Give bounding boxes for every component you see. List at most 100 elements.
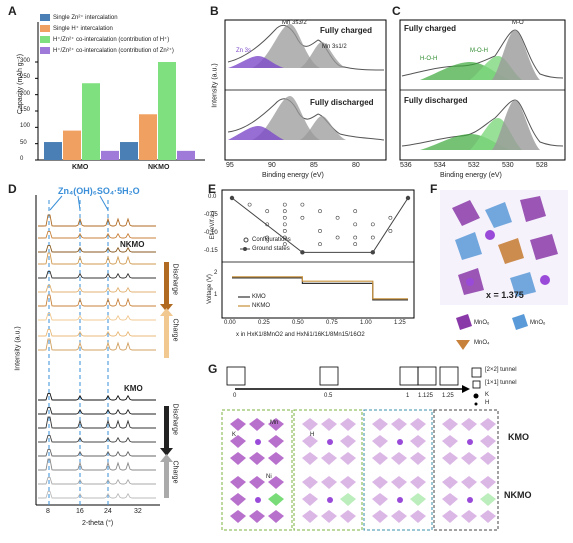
g-octahedron-3-0-02 <box>442 452 458 465</box>
d-trace-2 <box>38 244 156 253</box>
a-legend-2: H⁺/Zn²⁺ co-intercalation (contribution o… <box>53 37 170 43</box>
e-ytick-bottom-0: 2 <box>214 270 218 276</box>
b-top-label: Fully charged <box>320 26 373 35</box>
e-legend-ground-mark <box>243 247 247 251</box>
g-octahedron-2-1-10 <box>391 476 407 489</box>
e-ytick-top-0: 0.0 <box>208 194 217 200</box>
g-legend-2: K <box>485 392 490 398</box>
g-octahedron-0-0-20 <box>268 418 284 431</box>
d-compound: Zn₄(OH)₆SO₄·5H₂O <box>58 186 140 196</box>
g-octahedron-3-0-01 <box>442 435 458 448</box>
e-config-pt-5 <box>282 209 287 214</box>
c-xtick-4: 528 <box>536 162 548 169</box>
c-xlabel: Binding energy (eV) <box>440 172 502 179</box>
e-ground-states <box>229 195 411 255</box>
a-legend-3: H⁺/Zn²⁺ co-intercalation (contribution o… <box>53 48 174 54</box>
g-step-0: 0 <box>233 393 237 399</box>
g-octahedron-3-0-22 <box>480 452 496 465</box>
a-ytick-label-0: 0 <box>20 156 24 162</box>
d-traces <box>38 214 156 499</box>
g-octahedron-0-0-21 <box>268 435 284 448</box>
a-ytick-label-2: 100 <box>20 123 31 130</box>
e-config-pt-20 <box>353 235 358 240</box>
d-trace-0 <box>38 214 156 227</box>
e-config-pt-25 <box>388 229 393 233</box>
d-kmo: KMO <box>124 384 143 393</box>
d-nkmo: NKMO <box>120 240 145 249</box>
e-xtick-1: 0.25 <box>258 320 270 326</box>
e-xtick-4: 1.00 <box>360 320 372 326</box>
g-step-2: 1 <box>406 393 410 399</box>
d-xtick-1: 16 <box>76 508 84 515</box>
panel-letter-g: G <box>208 362 218 376</box>
f-legend-1: MnO₆ <box>530 320 546 326</box>
a-bars <box>44 62 195 160</box>
d-trace-15 <box>38 458 156 471</box>
panel-letter-c: C <box>392 4 401 18</box>
d-xtick-2: 24 <box>104 508 112 515</box>
d-trace-1 <box>38 230 156 239</box>
g-octahedron-1-1-01 <box>302 493 318 506</box>
g-octahedron-3-1-21 <box>480 493 496 506</box>
a-bar-kmo-0 <box>44 142 62 160</box>
g-octahedron-3-0-10 <box>461 418 477 431</box>
e-ytick-top-2: -0.10 <box>204 230 218 236</box>
g-k-atom-1-1 <box>327 497 333 503</box>
g-octahedron-0-1-22 <box>268 510 284 523</box>
g-octahedron-3-0-00 <box>442 418 458 431</box>
c-xtick-0: 536 <box>400 162 412 169</box>
b-xtick-0: 95 <box>226 162 234 169</box>
g-octahedron-2-1-01 <box>372 493 388 506</box>
g-octahedron-3-1-10 <box>461 476 477 489</box>
e-config-pt-12 <box>300 215 305 220</box>
e-config-pt-3 <box>265 235 270 240</box>
g-octahedron-2-0-01 <box>372 435 388 448</box>
panel-letter-b: B <box>210 4 219 18</box>
g-octahedron-1-1-21 <box>340 493 356 506</box>
e-config-pt-11 <box>300 202 305 207</box>
e-config-pt-15 <box>318 242 322 247</box>
e-ylabel-bottom: Voltage (V) <box>207 274 213 304</box>
g-octahedron-2-1-22 <box>410 510 426 523</box>
e-ground-pt-3 <box>405 195 411 201</box>
g-octahedron-1-1-00 <box>302 476 318 489</box>
g-octahedron-0-1-00 <box>230 476 246 489</box>
a-ytick-label-3: 150 <box>20 107 31 113</box>
e-config-pt-10 <box>282 242 287 247</box>
legend-swatch-co-zn <box>40 47 50 54</box>
d-trace-13 <box>38 434 156 443</box>
a-legend-1: Single H⁺ intercalation <box>53 26 113 32</box>
f-x-value: x = 1.375 <box>486 290 524 300</box>
d-trace-3 <box>38 252 156 265</box>
e-xtick-2: 0.50 <box>292 320 304 326</box>
g-legend-0: [2×2] tunnel <box>485 367 517 373</box>
c-xtick-1: 534 <box>434 162 446 169</box>
e-config-pt-0 <box>247 202 252 207</box>
e-config-pt-16 <box>335 215 340 220</box>
d-discharge-2: Discharge <box>171 403 179 436</box>
g-atom-k: K <box>232 432 237 438</box>
g-octahedron-3-0-21 <box>480 435 496 448</box>
g-octahedron-1-0-01 <box>302 435 318 448</box>
f-legend-0: MnO₆ <box>474 320 490 326</box>
e-xtick-0: 0.00 <box>224 320 236 326</box>
panel-letter-f: F <box>430 182 438 196</box>
a-bar-kmo-3 <box>101 150 119 160</box>
d-trace-9 <box>38 338 156 351</box>
a-bar-kmo-2 <box>82 83 100 160</box>
d-discharge-1: Discharge <box>171 263 179 296</box>
d-trace-10 <box>38 392 156 401</box>
panel-c-xps <box>399 19 566 161</box>
b-xtick-3: 80 <box>352 162 360 169</box>
g-octahedron-3-0-20 <box>480 418 496 431</box>
g-octahedron-3-1-02 <box>442 510 458 523</box>
a-ytick-label-5: 250 <box>20 74 31 81</box>
g-k-atom-0-0 <box>255 439 261 445</box>
legend-swatch-zn <box>40 14 50 21</box>
g-legend-3: H <box>485 400 490 406</box>
b-xlabel: Binding energy (eV) <box>262 172 324 179</box>
e-config-pt-24 <box>388 215 393 220</box>
e-config-pt-7 <box>282 222 287 227</box>
e-config-pt-8 <box>282 229 287 233</box>
